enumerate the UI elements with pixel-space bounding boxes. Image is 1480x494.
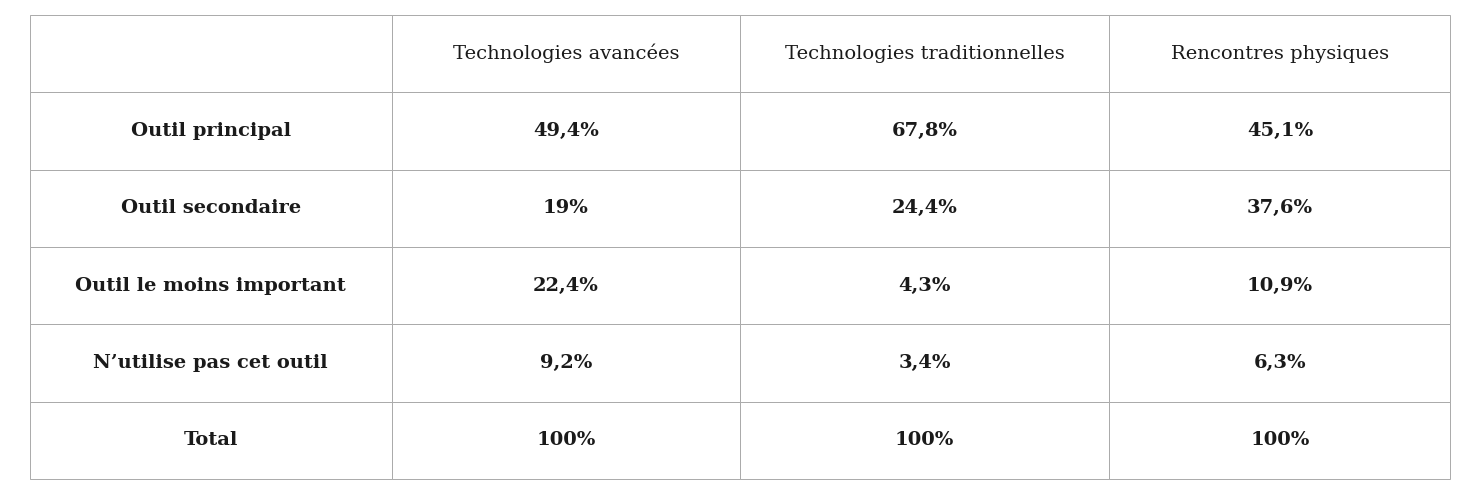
Bar	[740, 402, 1110, 479]
Bar	[1110, 15, 1450, 92]
Bar	[392, 92, 740, 169]
Text: 3,4%: 3,4%	[898, 354, 952, 372]
Text: 24,4%: 24,4%	[892, 199, 958, 217]
Bar	[392, 247, 740, 325]
Bar	[740, 247, 1110, 325]
Text: 10,9%: 10,9%	[1246, 277, 1313, 295]
Text: 19%: 19%	[543, 199, 589, 217]
Text: 100%: 100%	[536, 431, 595, 450]
Text: N’utilise pas cet outil: N’utilise pas cet outil	[93, 354, 329, 372]
Text: 100%: 100%	[895, 431, 955, 450]
Text: 6,3%: 6,3%	[1254, 354, 1307, 372]
Bar	[1110, 325, 1450, 402]
Text: Total: Total	[184, 431, 238, 450]
Bar	[740, 325, 1110, 402]
Text: Technologies traditionnelles: Technologies traditionnelles	[784, 44, 1064, 63]
Bar	[1110, 402, 1450, 479]
Text: 100%: 100%	[1251, 431, 1310, 450]
Bar	[392, 325, 740, 402]
Bar	[392, 15, 740, 92]
Bar	[30, 169, 392, 247]
Bar	[392, 169, 740, 247]
Bar	[740, 15, 1110, 92]
Bar	[1110, 169, 1450, 247]
Bar	[30, 247, 392, 325]
Bar	[740, 92, 1110, 169]
Bar	[392, 402, 740, 479]
Text: 4,3%: 4,3%	[898, 277, 952, 295]
Bar	[30, 92, 392, 169]
Bar	[30, 325, 392, 402]
Bar	[30, 402, 392, 479]
Bar	[1110, 247, 1450, 325]
Bar	[30, 15, 392, 92]
Text: 22,4%: 22,4%	[533, 277, 599, 295]
Text: 37,6%: 37,6%	[1246, 199, 1313, 217]
Text: Outil principal: Outil principal	[130, 122, 290, 140]
Text: 45,1%: 45,1%	[1246, 122, 1313, 140]
Text: 67,8%: 67,8%	[892, 122, 958, 140]
Text: 49,4%: 49,4%	[533, 122, 599, 140]
Text: Outil secondaire: Outil secondaire	[121, 199, 300, 217]
Text: Technologies avancées: Technologies avancées	[453, 44, 679, 63]
Text: Outil le moins important: Outil le moins important	[75, 277, 346, 295]
Text: 9,2%: 9,2%	[540, 354, 592, 372]
Bar	[1110, 92, 1450, 169]
Text: Rencontres physiques: Rencontres physiques	[1171, 44, 1388, 63]
Bar	[740, 169, 1110, 247]
